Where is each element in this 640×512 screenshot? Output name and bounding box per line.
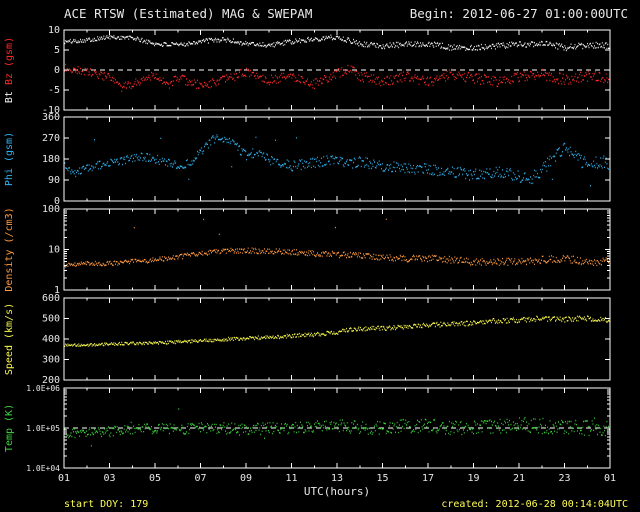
- y-ticks: 360 270 180 90 0: [42, 112, 610, 207]
- x-ticks: [63, 30, 611, 110]
- y-tick-label: 0: [54, 196, 60, 207]
- x-tick-label: 05: [149, 473, 161, 484]
- y-axis-label: Speed (km/s): [4, 303, 15, 375]
- y-tick-label: 1.0E+04: [26, 464, 60, 473]
- x-tick-label: 01: [58, 473, 70, 484]
- y-ticks: 100 10 1: [42, 204, 610, 296]
- series-density: [64, 218, 611, 268]
- y-ticks: 10 5 0 -5 -10: [42, 25, 610, 116]
- y-ticks: 600 500 400 300 200: [42, 293, 610, 386]
- panel-phi: 360 270 180 90 0 Phi (gsm): [4, 112, 611, 207]
- y-tick-label: 360: [42, 112, 60, 123]
- begin-timestamp: Begin: 2012-06-27 01:00:00UTC: [410, 6, 628, 21]
- panel-speed: 600 500 400 300 200 Speed (km/s): [4, 293, 611, 386]
- x-ticks: [63, 209, 611, 290]
- y-tick-label: 300: [42, 355, 60, 366]
- y-ticks: 1.0E+06 1.0E+05 1.0E+04: [26, 384, 610, 473]
- y-tick-label: 0: [54, 65, 60, 76]
- panel-bt-bz: 10 5 0 -5 -10 Bt Bz (gsm): [4, 25, 611, 116]
- y-tick-label: -5: [48, 85, 60, 96]
- x-tick-label: 15: [376, 473, 388, 484]
- created-timestamp: created: 2012-06-28 00:14:04UTC: [441, 499, 628, 510]
- y-tick-label: -10: [42, 105, 60, 116]
- x-tick-label: 13: [331, 473, 343, 484]
- x-tick-label: 01: [604, 473, 616, 484]
- y-tick-label: 200: [42, 375, 60, 386]
- start-doy-label: start DOY: 179: [64, 499, 148, 510]
- x-tick-label: 19: [467, 473, 479, 484]
- y-axis-label: Phi (gsm): [4, 132, 15, 186]
- y-tick-label: 1.0E+06: [26, 384, 60, 393]
- x-axis-title: UTC(hours): [304, 485, 370, 498]
- series-temp: [64, 408, 611, 447]
- x-ticks: [63, 117, 611, 201]
- series-speed: [64, 315, 611, 347]
- y-tick-label: 90: [48, 175, 60, 186]
- x-tick-label: 11: [285, 473, 297, 484]
- x-tick-label: 03: [103, 473, 115, 484]
- panel-density: 100 10 1 Density (/cm3): [4, 204, 611, 296]
- y-tick-label: 270: [42, 133, 60, 144]
- y-tick-label: 1.0E+05: [26, 424, 60, 433]
- y-axis-label: Bt Bz (gsm): [4, 37, 15, 103]
- x-tick-label: 07: [194, 473, 206, 484]
- y-tick-label: 600: [42, 293, 60, 304]
- y-tick-label: 500: [42, 314, 60, 325]
- series-phi: [64, 134, 611, 187]
- y-tick-label: 1: [54, 285, 60, 296]
- x-tick-label: 17: [422, 473, 434, 484]
- x-tick-label: 21: [513, 473, 525, 484]
- y-tick-label: 10: [48, 245, 60, 256]
- y-tick-label: 10: [48, 25, 60, 36]
- y-tick-label: 400: [42, 334, 60, 345]
- y-axis-label: Temp (K): [4, 404, 15, 452]
- y-tick-label: 100: [42, 204, 60, 215]
- y-axis-label: Density (/cm3): [4, 207, 15, 291]
- x-tick-label: 23: [558, 473, 570, 484]
- series-bz: [64, 63, 611, 92]
- plot-title: ACE RTSW (Estimated) MAG & SWEPAM: [64, 6, 312, 21]
- y-tick-label: 5: [54, 45, 60, 56]
- x-ticks: [63, 298, 611, 380]
- x-ticks: 01 03 05 07 09 11 13 15 17 19 21 23 01: [58, 388, 616, 484]
- x-tick-label: 09: [240, 473, 252, 484]
- y-tick-label: 180: [42, 154, 60, 165]
- series-bt: [64, 34, 611, 52]
